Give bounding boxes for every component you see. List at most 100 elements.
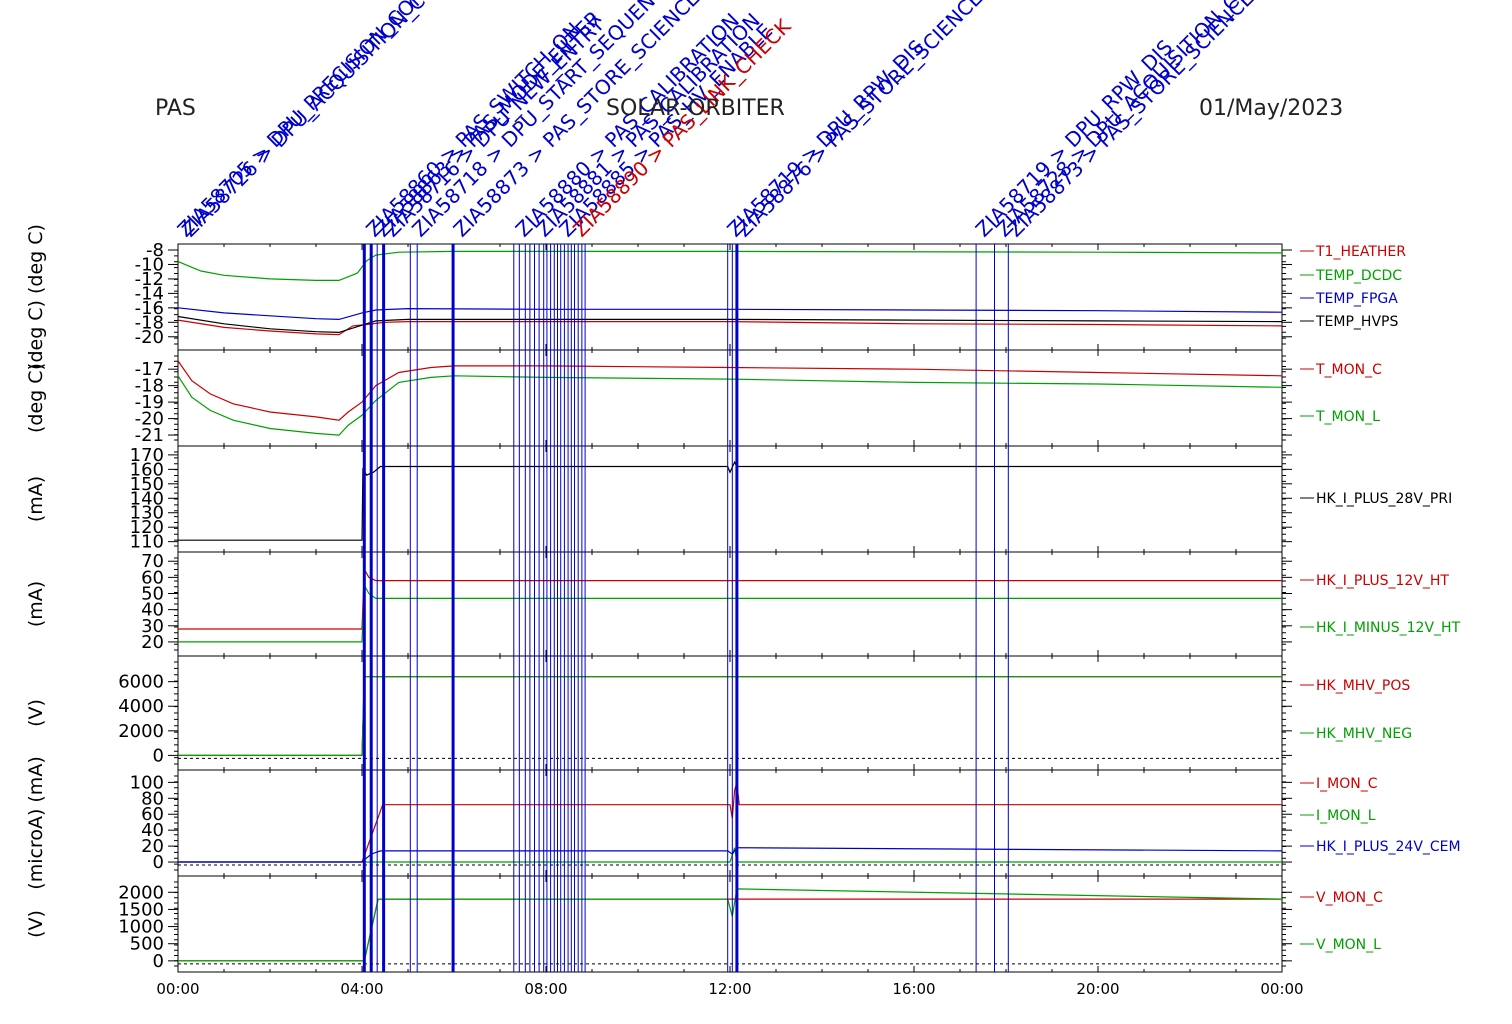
series-line-TEMP_DCDC [177, 250, 1283, 281]
x-tick-label: 08:00 [524, 980, 567, 998]
series-legend-label: TEMP_DCDC [1315, 268, 1402, 284]
series-line-HK_MHV_NEG [178, 676, 1282, 757]
series-legend-label: HK_MHV_POS [1316, 678, 1410, 694]
series-legend-label: I_MON_L [1316, 808, 1376, 824]
y-tick-label: 1500 [118, 899, 164, 920]
y-tick-label: -16 [135, 298, 164, 319]
y-axis-label: (microA) (mA) [25, 756, 47, 889]
series-line-HK_I_PLUS_24V_CEM [178, 847, 1283, 863]
x-tick-label: 04:00 [340, 980, 383, 998]
event-command-label: ZIA58719 > DPU_RPW_DIS [971, 35, 1178, 242]
series-line-T1_HEATHER [177, 319, 1283, 336]
y-tick-label: 170 [130, 445, 164, 466]
series-legend-label: T_MON_C [1315, 362, 1382, 378]
series-line-V_MON_L [178, 888, 1283, 962]
y-tick-label: 130 [130, 503, 164, 524]
series-line-HK_I_MINUS_12V_HT [178, 583, 1282, 643]
y-tick-label: 110 [130, 532, 164, 553]
series-legend-label: V_MON_L [1316, 937, 1381, 953]
x-tick-label: 20:00 [1076, 980, 1119, 998]
x-tick-label: 00:00 [1260, 980, 1303, 998]
y-tick-label: 40 [141, 820, 164, 841]
series-legend-label: HK_I_PLUS_28V_PRI [1316, 491, 1452, 507]
series-line-HK_MHV_POS [178, 676, 1282, 757]
y-tick-label: 70 [141, 551, 164, 572]
series-line-HK_I_PLUS_12V_HT [178, 567, 1282, 630]
panel-frame [177, 349, 1283, 447]
y-tick-label: -12 [135, 269, 164, 290]
y-tick-label: 60 [141, 567, 164, 588]
series-legend-label: T1_HEATHER [1315, 244, 1406, 260]
series-line-TEMP_HVPS [177, 315, 1283, 334]
y-tick-label: 140 [130, 488, 164, 509]
x-tick-label: 00:00 [156, 980, 199, 998]
event-lines [362, 244, 1009, 972]
y-tick-label: -18 [135, 376, 164, 397]
y-tick-label: 160 [130, 459, 164, 480]
instrument-label: PAS [155, 96, 196, 121]
panel-frame [177, 875, 1283, 973]
y-axis-label: (deg C) [25, 363, 47, 433]
y-tick-label: -14 [135, 283, 164, 304]
panel-frame [177, 243, 1283, 351]
series-legend-label: TEMP_FPGA [1315, 291, 1398, 307]
y-tick-label: 80 [141, 788, 164, 809]
y-tick-label: 2000 [118, 721, 164, 742]
y-tick-label: 120 [130, 517, 164, 538]
mission-label: SOLAR-ORBITER [606, 96, 785, 121]
series-line-T_MON_C [177, 360, 1283, 421]
x-axis: 00:00 04:00 08:00 12:00 16:00 20:00 00:00 [156, 980, 1303, 998]
y-axis-label: (V) [25, 699, 47, 727]
y-tick-label: 4000 [118, 696, 164, 717]
y-tick-label: 2000 [118, 882, 164, 903]
y-tick-label: -10 [135, 254, 164, 275]
y-tick-label: 50 [141, 584, 164, 605]
y-tick-label: -19 [135, 392, 164, 413]
series-legend-label: I_MON_C [1316, 776, 1378, 792]
panel-frame [177, 551, 1283, 657]
y-tick-label: 20 [141, 632, 164, 653]
y-tick-label: 20 [141, 836, 164, 857]
y-tick-label: 30 [141, 616, 164, 637]
y-axis-label: (mA) [25, 581, 47, 627]
panel-frame [177, 655, 1283, 771]
y-tick-label: 150 [130, 474, 164, 495]
series-legend-label: HK_MHV_NEG [1316, 726, 1412, 742]
y-tick-label: 500 [130, 934, 164, 955]
series-legend-label: HK_I_MINUS_12V_HT [1316, 620, 1461, 636]
y-tick-label: -20 [135, 327, 164, 348]
y-tick-label: 6000 [118, 672, 164, 693]
x-tick-label: 12:00 [708, 980, 751, 998]
y-tick-label: 100 [130, 772, 164, 793]
y-tick-label: 0 [153, 745, 164, 766]
y-axis-label: (deg C) (deg C) [25, 224, 47, 370]
y-tick-label: 60 [141, 804, 164, 825]
y-tick-label: -18 [135, 312, 164, 333]
series-legend-label: T_MON_L [1315, 409, 1380, 425]
panel-1: -8-10-12-14-16-18-20 (deg C) (deg C) T1_HE… [25, 224, 1406, 370]
y-tick-label: 0 [153, 951, 164, 972]
series-line-HK_I_PLUS_28V_PRI [178, 460, 1282, 541]
y-tick-label: 0 [153, 852, 164, 873]
y-tick-label: -21 [135, 425, 164, 446]
series-line-TEMP_FPGA [177, 307, 1283, 321]
y-tick-label: -20 [135, 409, 164, 430]
y-tick-label: 1000 [118, 917, 164, 938]
y-axis-label: (mA) [25, 476, 47, 522]
series-line-T_MON_L [177, 375, 1283, 436]
y-tick-label: -8 [146, 240, 164, 261]
y-tick-label: -17 [135, 359, 164, 380]
y-axis-label: (V) [25, 910, 47, 938]
series-legend-label: V_MON_C [1316, 890, 1383, 906]
panel-2: -17-18-19-20-21 (deg C) T_MON_C T_MON_L [25, 349, 1382, 447]
series-legend-label: TEMP_HVPS [1315, 314, 1398, 330]
series-legend-label: HK_I_PLUS_24V_CEM [1316, 839, 1461, 855]
panel-frame [177, 445, 1283, 553]
date-label: 01/May/2023 [1199, 96, 1344, 121]
